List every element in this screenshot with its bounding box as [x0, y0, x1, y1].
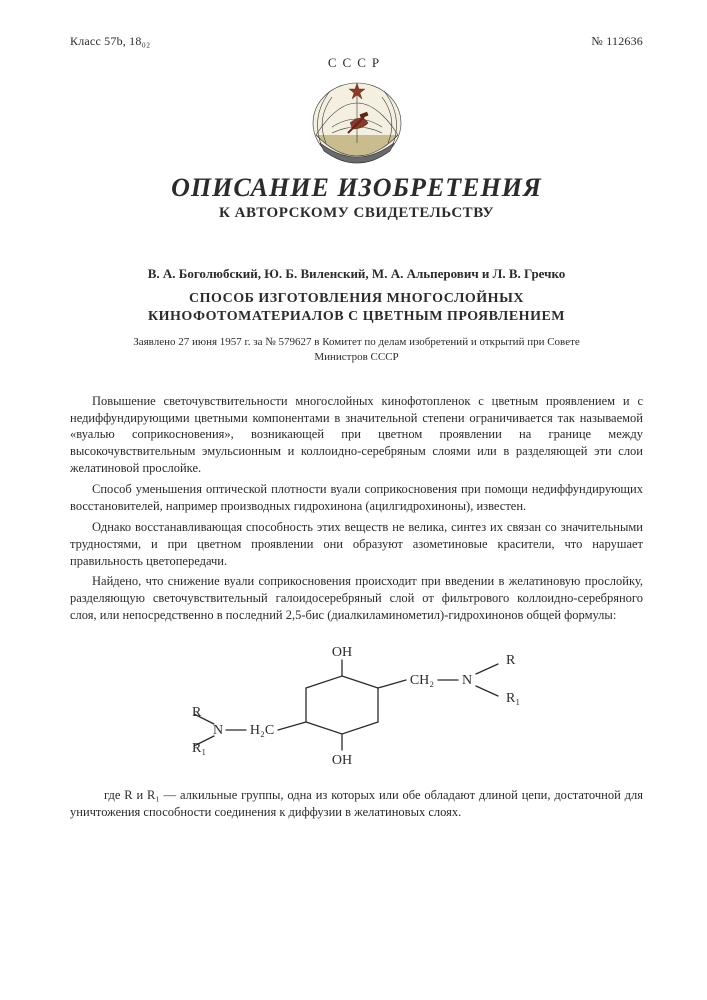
document-title: СПОСОБ ИЗГОТОВЛЕНИЯ МНОГОСЛОЙНЫХ КИНОФОТ… — [70, 290, 643, 325]
chemical-formula: OH OH CH₂ N R R₁ H₂C N R R₁ — [70, 638, 643, 773]
formula-label: OH — [331, 645, 351, 660]
authors: В. А. Боголюбский, Ю. Б. Виленский, М. А… — [70, 266, 643, 282]
formula-label: R — [192, 705, 202, 720]
country: СССР — [70, 55, 643, 71]
paragraph: Способ уменьшения оптической плотности в… — [70, 481, 643, 515]
body-text: Повышение светочувствительности многосло… — [70, 393, 643, 624]
formula-label: CH₂ — [409, 673, 433, 688]
paragraph: Однако восстанавливающая способность эти… — [70, 519, 643, 570]
top-line: Класс 57b, 18₀₂ № 112636 — [70, 34, 643, 49]
main-title: ОПИСАНИЕ ИЗОБРЕТЕНИЯ — [70, 173, 643, 203]
doc-number: № 112636 — [591, 34, 643, 49]
formula-label: R₁ — [192, 741, 206, 756]
formula-label: R₁ — [506, 691, 520, 706]
class-label: Класс 57b, 18₀₂ — [70, 34, 150, 49]
formula-label: N — [212, 723, 222, 738]
formula-label: OH — [331, 753, 351, 768]
paragraph: где R и R₁ — алкильные группы, одна из к… — [70, 787, 643, 821]
sub-title: К АВТОРСКОМУ СВИДЕТЕЛЬСТВУ — [70, 205, 643, 222]
page: Класс 57b, 18₀₂ № 112636 СССР — [0, 0, 707, 841]
state-emblem-icon — [302, 77, 412, 169]
paragraph: Повышение светочувствительности многосло… — [70, 393, 643, 477]
filed-line: Заявлено 27 июня 1957 г. за № 579627 в К… — [70, 335, 643, 365]
formula-label: R — [506, 653, 516, 668]
formula-label: N — [461, 673, 471, 688]
paragraph: Найдено, что снижение вуали соприкоснове… — [70, 573, 643, 624]
formula-label: H₂C — [249, 723, 273, 738]
closing-text: где R и R₁ — алкильные группы, одна из к… — [70, 787, 643, 821]
